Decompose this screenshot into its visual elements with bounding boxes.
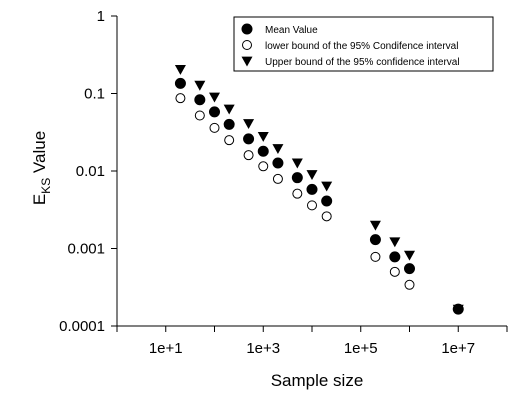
data-point bbox=[292, 188, 303, 199]
data-point bbox=[369, 234, 381, 246]
y-axis-title-rest: Value bbox=[30, 131, 49, 178]
y-tick-label: 0.001 bbox=[67, 241, 105, 258]
data-point bbox=[243, 119, 255, 130]
data-point bbox=[370, 251, 381, 262]
data-point bbox=[258, 161, 269, 172]
data-point bbox=[272, 173, 283, 184]
data-point bbox=[257, 145, 269, 157]
data-point bbox=[306, 183, 318, 195]
legend-box bbox=[233, 16, 494, 72]
data-point bbox=[224, 135, 235, 146]
data-point bbox=[291, 172, 303, 184]
y-ticks: 0.0001 0.001 0.01 0.1 1 bbox=[59, 8, 117, 335]
y-tick-label: 0.0001 bbox=[59, 318, 105, 335]
y-tick-label: 0.1 bbox=[84, 86, 105, 103]
x-ticks: 1e+1 1e+3 1e+5 1e+7 bbox=[116, 326, 508, 357]
legend-label: Mean Value bbox=[265, 25, 318, 36]
data-point bbox=[209, 92, 220, 103]
legend-marker bbox=[242, 40, 252, 50]
data-point bbox=[243, 133, 255, 145]
data-point bbox=[306, 170, 318, 181]
data-point bbox=[389, 251, 401, 263]
data-point bbox=[243, 150, 254, 161]
data-point bbox=[321, 181, 333, 192]
legend-marker bbox=[241, 23, 253, 35]
data-point bbox=[194, 110, 205, 121]
data-point bbox=[389, 266, 400, 277]
data-point bbox=[369, 220, 381, 231]
data-point bbox=[307, 200, 317, 211]
legend: Mean Value lower bound of the 95% Condife… bbox=[233, 16, 494, 72]
data-point bbox=[174, 77, 186, 89]
y-axis-title: EKS Value bbox=[30, 131, 53, 205]
data-point bbox=[257, 131, 269, 142]
y-axis-title-main: E bbox=[30, 194, 49, 205]
data-point bbox=[389, 237, 401, 248]
data-point bbox=[223, 118, 235, 130]
y-axis-title-subscript: KS bbox=[39, 178, 53, 194]
x-axis-title: Sample size bbox=[271, 371, 364, 390]
legend-label: lower bound of the 95% Condifence interv… bbox=[265, 41, 458, 52]
data-point bbox=[194, 94, 206, 106]
data-point bbox=[223, 104, 235, 115]
data-point bbox=[404, 250, 415, 261]
plot-area: 1e+1 1e+3 1e+5 1e+7 0.0001 0.001 0.01 0.1 1 bbox=[59, 8, 508, 357]
data-point bbox=[404, 263, 415, 275]
data-point bbox=[272, 144, 284, 155]
data-point bbox=[175, 93, 186, 104]
data-point bbox=[321, 195, 333, 207]
data-point bbox=[272, 157, 284, 169]
data-point bbox=[404, 279, 415, 290]
data-point bbox=[321, 211, 332, 222]
y-tick-label: 1 bbox=[97, 8, 105, 25]
y-tick-label: 0.01 bbox=[76, 163, 105, 180]
legend-marker bbox=[241, 56, 253, 67]
data-point bbox=[452, 303, 464, 315]
x-tick-label: 1e+7 bbox=[441, 340, 475, 357]
x-tick-label: 1e+5 bbox=[344, 340, 378, 357]
data-point bbox=[209, 106, 220, 118]
data-point bbox=[209, 122, 220, 133]
data-points bbox=[174, 64, 464, 315]
x-tick-label: 1e+3 bbox=[246, 340, 280, 357]
data-point bbox=[174, 64, 186, 75]
legend-label: Upper bound of the 95% confidence interv… bbox=[265, 57, 460, 68]
x-tick-label: 1e+1 bbox=[149, 340, 183, 357]
data-point bbox=[194, 80, 206, 91]
data-point bbox=[291, 158, 303, 169]
